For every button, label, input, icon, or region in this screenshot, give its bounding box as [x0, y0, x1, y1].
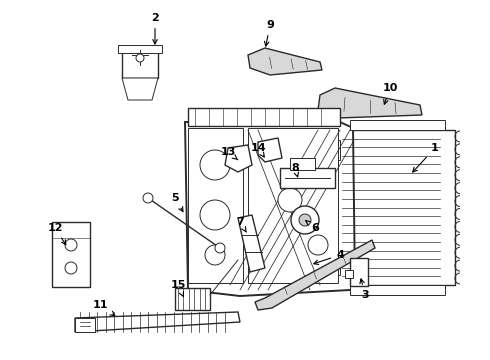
Bar — [248, 128, 338, 283]
Text: 15: 15 — [171, 280, 186, 296]
Bar — [345, 270, 353, 278]
Bar — [290, 158, 315, 170]
Bar — [75, 318, 95, 332]
Text: 5: 5 — [171, 193, 183, 212]
Bar — [118, 45, 162, 53]
Bar — [350, 285, 445, 295]
Bar — [350, 120, 445, 130]
Circle shape — [278, 188, 302, 212]
Circle shape — [308, 235, 328, 255]
Text: 12: 12 — [47, 223, 66, 245]
Text: 8: 8 — [291, 163, 299, 177]
Polygon shape — [255, 240, 375, 310]
Circle shape — [291, 206, 319, 234]
Bar — [188, 128, 243, 283]
Text: 9: 9 — [265, 20, 274, 46]
Bar — [340, 130, 455, 285]
Polygon shape — [318, 88, 422, 118]
Circle shape — [65, 239, 77, 251]
Bar — [280, 168, 335, 188]
Bar — [332, 255, 340, 275]
Polygon shape — [225, 145, 252, 172]
Polygon shape — [258, 138, 282, 162]
Text: 11: 11 — [92, 300, 115, 316]
Circle shape — [200, 200, 230, 230]
Circle shape — [65, 262, 77, 274]
Circle shape — [200, 150, 230, 180]
Polygon shape — [185, 122, 355, 296]
Polygon shape — [238, 215, 265, 272]
Circle shape — [136, 54, 144, 62]
Bar — [175, 288, 210, 310]
Bar — [188, 108, 340, 126]
Circle shape — [299, 214, 311, 226]
Text: 6: 6 — [306, 221, 319, 233]
Text: 2: 2 — [151, 13, 159, 44]
Text: 3: 3 — [360, 279, 369, 300]
Bar — [52, 222, 90, 287]
Text: 10: 10 — [382, 83, 398, 104]
Bar — [332, 140, 340, 160]
Polygon shape — [122, 78, 158, 100]
Text: 1: 1 — [413, 143, 439, 172]
Text: 7: 7 — [236, 217, 246, 232]
Text: 13: 13 — [220, 147, 238, 160]
Circle shape — [205, 245, 225, 265]
Bar — [122, 50, 158, 78]
Circle shape — [215, 243, 225, 253]
Bar — [350, 258, 368, 286]
Circle shape — [143, 193, 153, 203]
Text: 14: 14 — [250, 143, 266, 157]
Polygon shape — [248, 48, 322, 75]
Polygon shape — [75, 312, 240, 332]
Text: 4: 4 — [314, 250, 344, 265]
